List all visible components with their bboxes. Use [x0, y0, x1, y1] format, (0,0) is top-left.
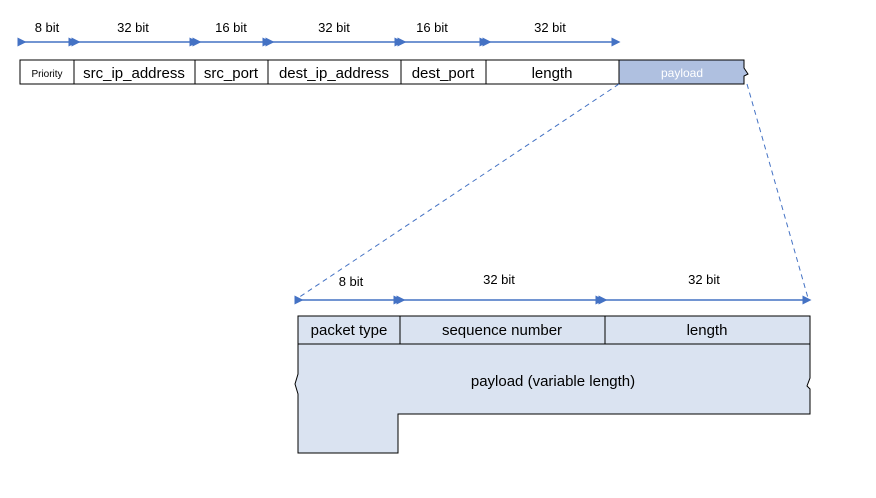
inner-bit-label-sequence: 32 bit [483, 272, 515, 287]
top-field-label-length: length [532, 65, 573, 82]
top-packet [19, 59, 749, 85]
top-field-dest-ip [267, 59, 402, 85]
top-bit-label-dest-ip: 32 bit [318, 20, 350, 35]
inner-packet [294, 315, 811, 454]
top-bit-labels: 8 bit 32 bit 16 bit 32 bit 16 bit 32 bit [35, 20, 567, 35]
top-field-length [485, 59, 620, 85]
inner-field-label-packet-type: packet type [311, 322, 388, 339]
top-field-label-src-ip: src_ip_address [83, 65, 185, 82]
inner-field-length [604, 315, 811, 345]
inner-field-sequence [399, 315, 606, 345]
top-bit-label-length: 32 bit [534, 20, 566, 35]
inner-payload-label: payload (variable length) [471, 373, 635, 390]
inner-bit-labels: 8 bit 32 bit 32 bit [339, 272, 721, 289]
inner-payload-area [294, 343, 811, 454]
zoom-line-right [746, 83, 809, 299]
inner-field-label-sequence: sequence number [442, 322, 562, 339]
top-field-label-priority: Priority [31, 69, 62, 80]
zoom-lines [297, 83, 809, 299]
top-field-payload [618, 59, 749, 85]
top-field-label-dest-ip: dest_ip_address [279, 65, 389, 82]
inner-field-labels: packet type sequence number length paylo… [311, 322, 728, 390]
top-bit-label-priority: 8 bit [35, 20, 60, 35]
top-bit-label-dest-port: 16 bit [416, 20, 448, 35]
top-field-priority [19, 59, 75, 85]
inner-bit-label-packet-type: 8 bit [339, 274, 364, 289]
inner-bit-label-length: 32 bit [688, 272, 720, 287]
zoom-line-left [297, 83, 620, 299]
inner-field-label-length: length [687, 322, 728, 339]
top-bit-label-src-ip: 32 bit [117, 20, 149, 35]
top-bit-label-src-port: 16 bit [215, 20, 247, 35]
top-field-label-src-port: src_port [204, 65, 259, 82]
top-field-label-payload: payload [661, 66, 703, 80]
inner-field-packet-type [297, 315, 401, 345]
top-field-label-dest-port: dest_port [412, 65, 475, 82]
top-field-labels: Priority src_ip_address src_port dest_ip… [31, 65, 703, 82]
top-field-dest-port [400, 59, 487, 85]
